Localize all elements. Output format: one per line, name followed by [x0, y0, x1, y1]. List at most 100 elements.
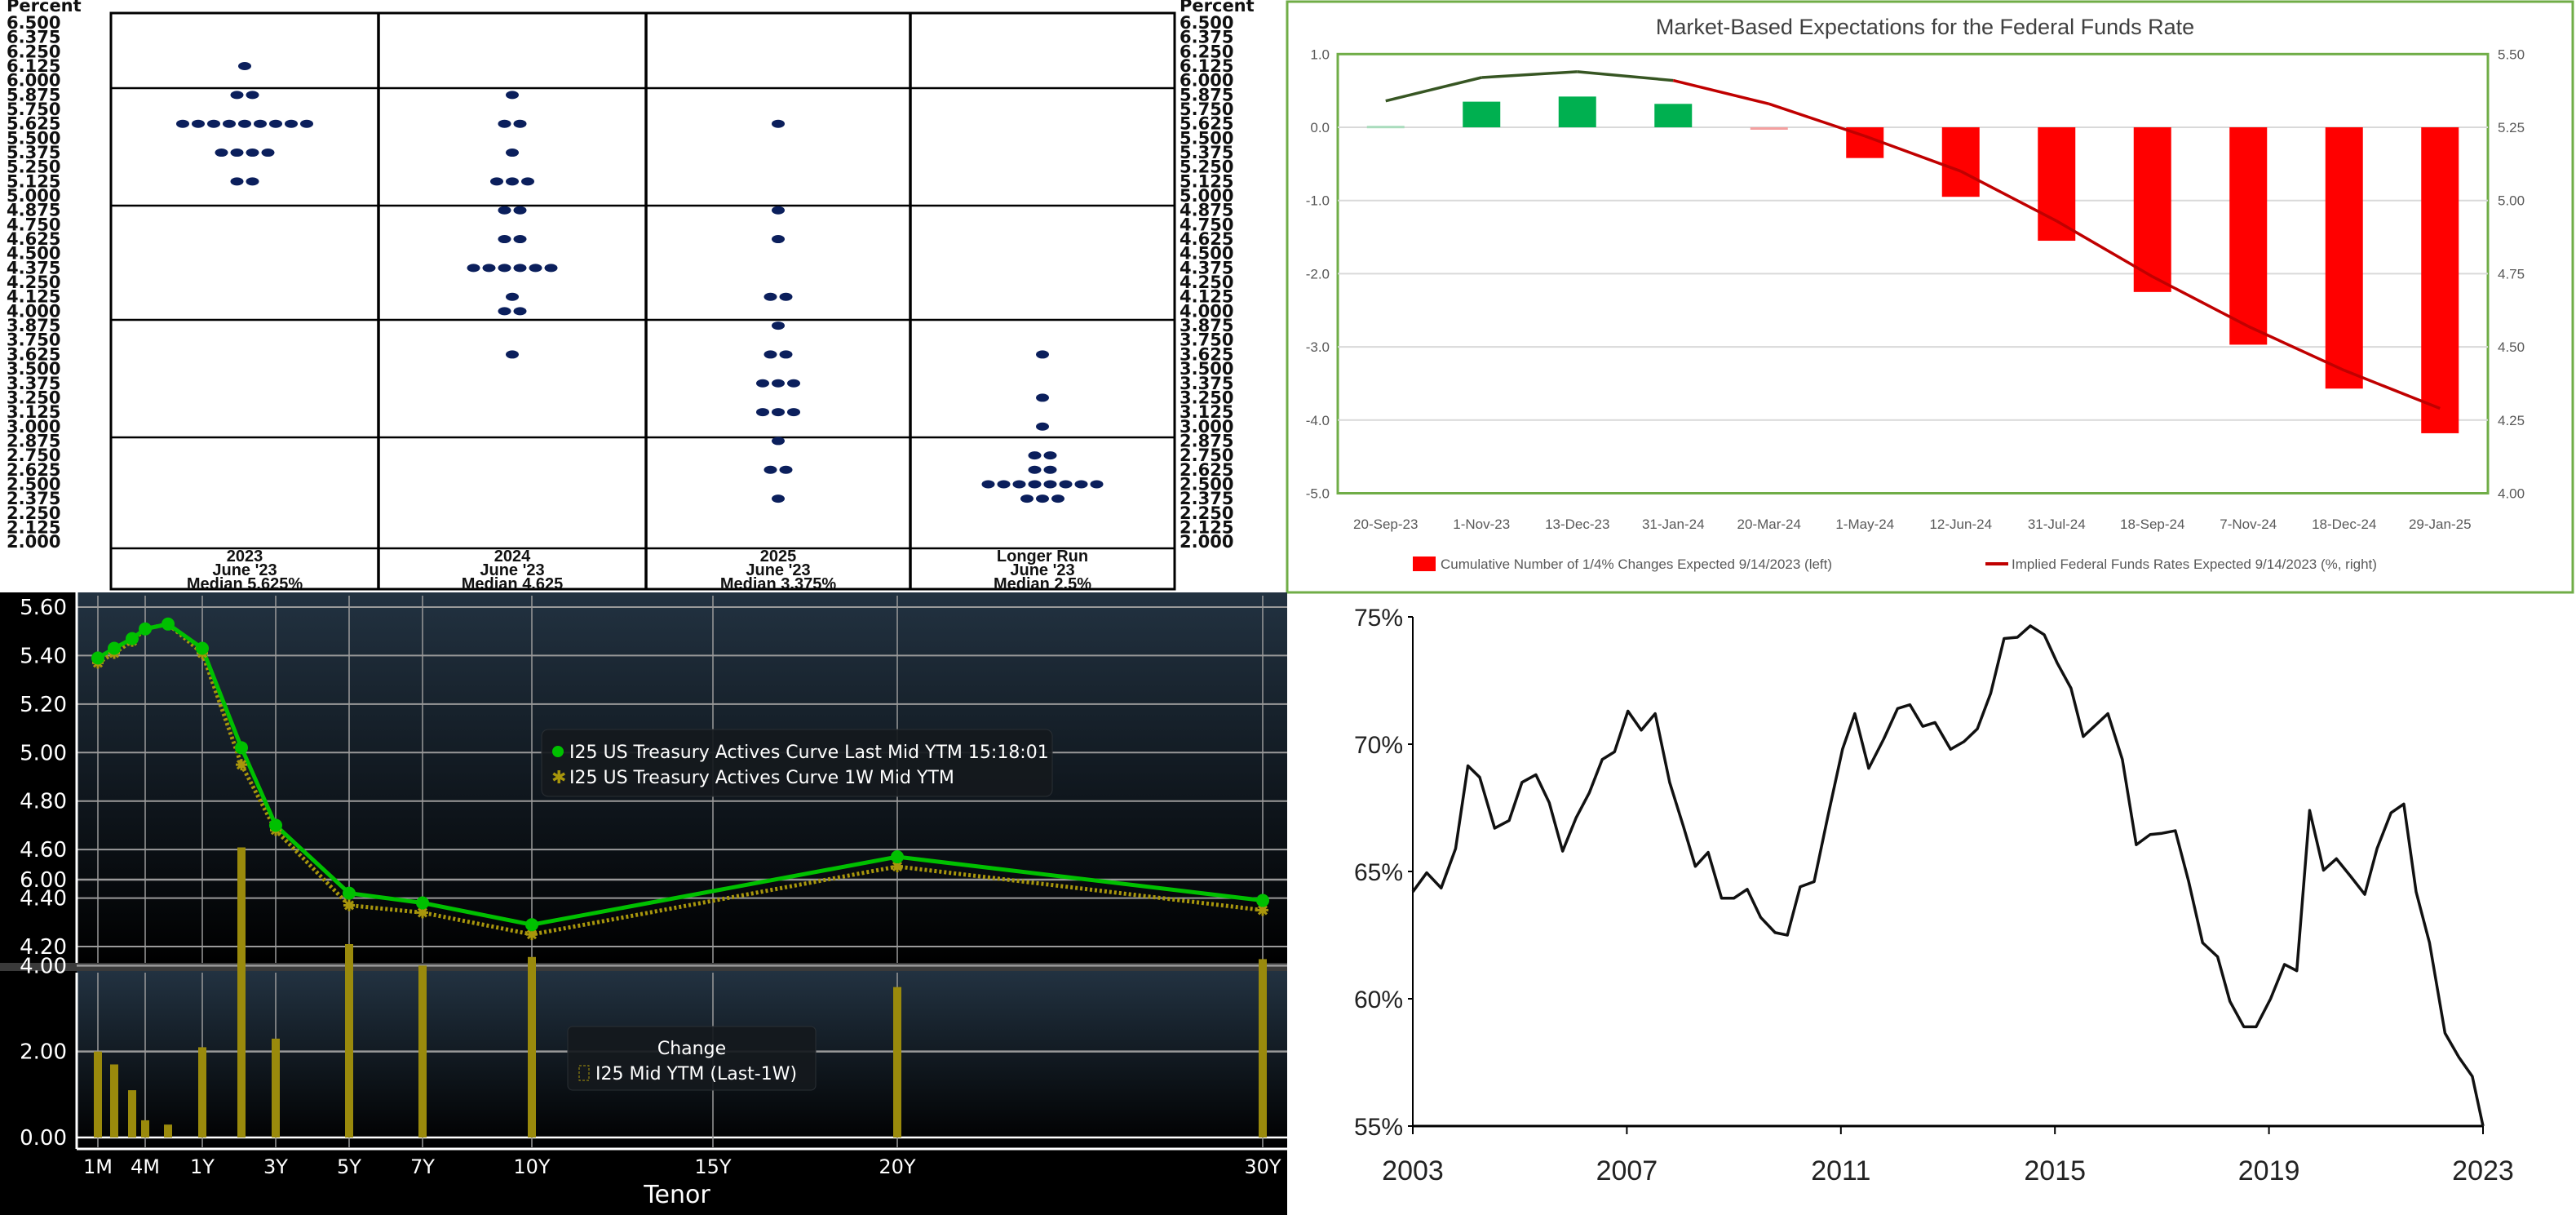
bb-change-bar: [128, 1090, 136, 1137]
ffr-chart-border: [1286, 0, 2574, 594]
dot-plot-dot: [506, 149, 519, 157]
dot-plot-ytick-right: 6.250: [1180, 42, 1233, 61]
ffr-ytick-left: -2.0: [1306, 266, 1330, 282]
dot-plot-ytick-right: 5.625: [1180, 114, 1233, 134]
dot-plot-column-median: Median 4.625: [462, 575, 564, 593]
bb-x-axis-title: Tenor: [643, 1181, 710, 1209]
dot-plot-ytick-left: 5.875: [7, 85, 60, 104]
dot-plot-ylabel-right: Percent: [1180, 0, 1255, 16]
bb-legend-box: [541, 729, 1053, 797]
dot-plot-dot: [756, 379, 769, 388]
ffr-legend-bar-label: Cumulative Number of 1/4% Changes Expect…: [1441, 557, 1832, 572]
bb-change-bar: [345, 944, 353, 1137]
dot-plot-ytick-left: 6.250: [7, 42, 60, 61]
ffr-line-segment: [1959, 170, 2058, 223]
dot-plot-dot: [285, 119, 298, 128]
ffr-bar: [1654, 104, 1693, 127]
bb-last-marker: [235, 741, 248, 755]
dot-plot-dot: [1036, 422, 1049, 431]
bb-change-bar: [893, 987, 901, 1137]
dot-plot-dot: [176, 119, 189, 128]
dot-plot-ytick-right: 5.500: [1180, 128, 1233, 148]
dot-plot-dot: [230, 177, 244, 186]
dot-plot-ytick-left: 3.500: [7, 359, 60, 379]
dot-plot-ytick-right: 3.500: [1180, 359, 1233, 379]
dot-plot-dot: [1036, 393, 1049, 402]
bb-legend-last-label: I25 US Treasury Actives Curve Last Mid Y…: [569, 743, 1049, 763]
dot-plot-ytick-right: 4.000: [1180, 301, 1233, 321]
bb-change-ytick: 6.00: [20, 868, 67, 893]
bb-last-marker: [1256, 894, 1269, 907]
ffr-bar: [1941, 127, 1980, 197]
dot-plot-ytick-right: 3.875: [1180, 316, 1233, 335]
bb-change-bar: [198, 1047, 206, 1137]
bb-panel-splitter[interactable]: [0, 963, 1287, 971]
dot-plot-dot: [238, 119, 251, 128]
ffr-ytick-right: 4.00: [2498, 486, 2525, 502]
dot-plot-ytick-right: 3.750: [1180, 330, 1233, 350]
bb-xtick: 1Y: [190, 1155, 215, 1178]
bb-main-ytick: 4.60: [20, 838, 67, 862]
dot-plot-dot: [772, 119, 785, 128]
lc-ytick: 65%: [1354, 859, 1403, 886]
bb-week-marker: [236, 759, 247, 771]
lc-ytick: 60%: [1354, 987, 1403, 1013]
dot-plot-ytick-left: 2.875: [7, 431, 60, 450]
dot-plot-dot: [246, 91, 259, 100]
bb-change-bar: [141, 1120, 149, 1137]
lc-xtick: 2003: [1382, 1155, 1444, 1186]
bb-xtick: 4M: [131, 1155, 160, 1178]
dot-plot-ytick-left: 5.500: [7, 128, 60, 148]
dot-plot-ytick-left: 4.250: [7, 273, 60, 292]
dot-plot-column-year: 2024: [494, 548, 531, 565]
bb-week-marker: [417, 907, 428, 919]
dot-plot-dot: [772, 321, 785, 330]
bb-week-marker: [1257, 904, 1268, 916]
bb-change-ytick: 0.00: [20, 1126, 67, 1151]
dot-plot-ytick-left: 5.250: [7, 157, 60, 177]
bb-main-ytick: 5.20: [20, 693, 67, 717]
dot-plot-dot: [269, 119, 282, 128]
dot-plot-ytick-left: 3.750: [7, 330, 60, 350]
dot-plot-column-median: Median 2.5%: [994, 575, 1091, 593]
dot-plot-dot: [513, 119, 527, 128]
lc-xtick: 2015: [2024, 1155, 2086, 1186]
bb-xtick: 10Y: [513, 1155, 551, 1178]
dot-plot-ytick-left: 3.875: [7, 316, 60, 335]
ffr-xtick: 12-Jun-24: [1929, 517, 1992, 532]
dot-plot-ytick-left: 2.125: [7, 517, 60, 537]
dot-plot-ytick-right: 6.500: [1180, 13, 1233, 33]
ffr-ytick-right: 5.00: [2498, 193, 2525, 209]
ffr-bar: [1558, 96, 1596, 127]
ffr-ytick-left: 1.0: [1310, 47, 1330, 62]
dot-plot-ytick-left: 6.125: [7, 56, 60, 76]
dot-plot-ytick-left: 4.125: [7, 287, 60, 307]
dot-plot-dot: [1036, 350, 1049, 359]
bb-xtick: 3Y: [263, 1155, 288, 1178]
dot-plot-dot: [261, 149, 275, 157]
percentage-line-chart: 75% 70% 65% 60% 55% 2003 2007 2011 2015 2019 2023: [1289, 594, 2576, 1215]
ffr-xtick: 13-Dec-23: [1545, 517, 1609, 532]
dot-plot-ytick-right: 5.375: [1180, 143, 1233, 162]
dot-plot-dot: [246, 149, 259, 157]
ffr-ytick-left: -1.0: [1306, 193, 1330, 209]
bb-change-bar: [418, 965, 427, 1137]
ffr-line-segment: [1385, 76, 1482, 103]
bb-week-marker: [343, 899, 355, 911]
dot-plot-dot: [513, 206, 527, 215]
dot-plot-column-reference: June '23: [746, 561, 810, 579]
lc-xtick: 2007: [1596, 1155, 1658, 1186]
dot-plot-ytick-left: 3.375: [7, 374, 60, 393]
bb-last-marker: [139, 622, 152, 636]
dot-plot-ytick-left: 6.500: [7, 13, 60, 33]
dot-plot-dot: [1012, 480, 1026, 489]
dot-plot-ytick-left: 4.375: [7, 258, 60, 277]
bb-last-marker: [126, 632, 139, 645]
dot-plot-dot: [544, 264, 558, 273]
bb-legend-week-marker: ✱: [551, 768, 566, 788]
bb-change-bar: [110, 1064, 118, 1137]
dot-plot-dot: [772, 408, 785, 417]
ffr-line-segment: [2247, 325, 2345, 372]
bb-change-bar: [272, 1038, 280, 1137]
dot-plot-dot: [254, 119, 267, 128]
